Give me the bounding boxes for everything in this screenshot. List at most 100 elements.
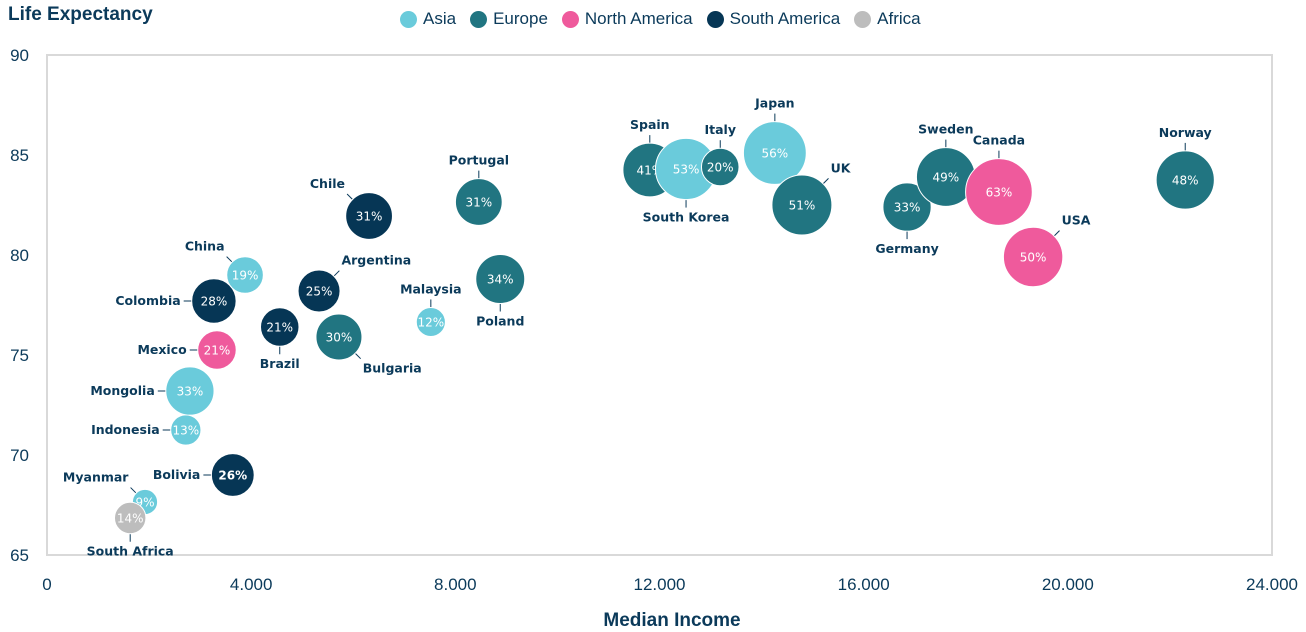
point-name-label: USA [1062, 213, 1091, 228]
bubble-value-label: 56% [762, 147, 789, 161]
legend-item[interactable]: South America [706, 9, 841, 29]
bubble-value-label: 53% [673, 163, 700, 177]
legend-item[interactable]: Africa [854, 9, 921, 29]
x-tick-label: 8.000 [434, 575, 477, 594]
bubble-value-label: 33% [894, 201, 921, 215]
bubble-uk [771, 174, 833, 236]
bubble-bulgaria [315, 313, 363, 361]
point-name-label: UK [831, 160, 852, 175]
plot-border [46, 54, 1273, 556]
point-name-label: South Africa [87, 544, 174, 559]
x-tick-label: 20.000 [1042, 575, 1094, 594]
point-name-label: Poland [476, 313, 524, 328]
point-name-label: Chile [310, 176, 345, 191]
point-name-label: Mongolia [90, 383, 154, 398]
bubble-value-label: 14% [117, 512, 144, 526]
legend: Asia Europe North America South America Afri… [400, 9, 921, 29]
leader-line [226, 256, 233, 263]
legend-label: Europe [493, 9, 548, 28]
legend-marker [470, 10, 488, 28]
point-name-label: Myanmar [63, 470, 129, 485]
bubble-germany [882, 182, 932, 232]
y-tick-label: 70 [10, 446, 29, 465]
legend-label: Africa [877, 9, 921, 28]
bubble-canada [965, 158, 1033, 226]
bubble-italy [700, 147, 740, 187]
point-name-label: Bulgaria [363, 361, 422, 376]
legend-item[interactable]: Asia [400, 9, 456, 29]
bubble-value-label: 31% [465, 196, 492, 210]
x-tick-label: 24.000 [1246, 575, 1298, 594]
bubble-norway [1155, 150, 1215, 210]
bubble-brazil [260, 307, 300, 347]
point-name-label: Brazil [260, 356, 300, 371]
y-tick-label: 65 [10, 546, 29, 565]
legend-marker [400, 10, 417, 28]
bubble-mexico [197, 330, 237, 370]
x-axis-title: Median Income [603, 610, 741, 631]
bubble-value-label: 51% [789, 199, 816, 213]
point-name-label: Portugal [449, 153, 509, 168]
point-name-label: Argentina [341, 253, 411, 268]
legend-label: Asia [423, 9, 457, 28]
point-name-label: Italy [704, 122, 736, 137]
bubble-value-label: 31% [356, 210, 383, 224]
bubble-value-label: 21% [266, 321, 293, 335]
bubble-value-label: 34% [487, 273, 514, 287]
point-name-label: Japan [754, 96, 794, 111]
leader-line [333, 270, 340, 277]
legend-item[interactable]: Europe [470, 9, 548, 29]
legend-label: South America [729, 9, 841, 28]
bubble-chile [345, 192, 393, 240]
leader-line [1053, 230, 1060, 237]
point-name-label: Mexico [137, 342, 187, 357]
bubble-value-label: 30% [326, 331, 353, 345]
bubble-argentina [297, 269, 341, 313]
leader-line [822, 178, 829, 185]
bubble-value-label: 25% [306, 285, 333, 299]
bubble-value-label: 21% [204, 344, 231, 358]
bubble-portugal [454, 178, 503, 226]
bubble-poland [475, 254, 526, 304]
point-name-label: Malaysia [400, 281, 462, 296]
y-tick-label: 90 [10, 46, 29, 65]
x-tick-label: 4.000 [230, 575, 273, 594]
point-name-label: Germany [875, 241, 938, 256]
x-tick-label: 12.000 [634, 575, 686, 594]
bubble-value-label: 26% [218, 469, 247, 483]
bubble-value-label: 13% [172, 424, 199, 438]
bubble-south-africa [113, 501, 147, 535]
x-tick-label: 0 [42, 575, 51, 594]
leader-line [346, 193, 354, 200]
bubble-value-label: 49% [933, 171, 960, 185]
bubble-china [226, 256, 264, 294]
y-tick-label: 80 [10, 246, 29, 265]
bubble-colombia [191, 278, 237, 324]
bubble-value-label: 33% [177, 385, 204, 399]
bubble-value-label: 20% [707, 161, 734, 175]
point-name-label: Indonesia [91, 422, 160, 437]
legend-item[interactable]: North America [561, 9, 693, 29]
legend-marker [561, 10, 579, 28]
legend-marker [706, 10, 724, 28]
legend-marker [854, 10, 872, 28]
point-name-label: Canada [973, 133, 1025, 148]
leader-line [354, 352, 362, 360]
bubble-bolivia [210, 453, 255, 497]
y-tick-label: 75 [10, 346, 29, 365]
bubble-value-label: 28% [201, 295, 228, 309]
bubble-japan [742, 121, 807, 185]
bubble-value-label: 12% [417, 316, 444, 330]
point-name-label: Spain [630, 117, 670, 132]
y-tick-label: 85 [10, 146, 29, 165]
x-tick-label: 16.000 [838, 575, 890, 594]
point-name-label: China [185, 239, 225, 254]
point-name-label: South Korea [643, 210, 730, 225]
bubble-usa [1002, 226, 1064, 288]
bubble-value-label: 50% [1020, 251, 1047, 265]
point-name-label: Bolivia [153, 467, 201, 482]
y-axis-title: Life Expectancy [8, 4, 153, 25]
bubble-value-label: 63% [986, 186, 1013, 200]
leader-line [130, 487, 137, 494]
